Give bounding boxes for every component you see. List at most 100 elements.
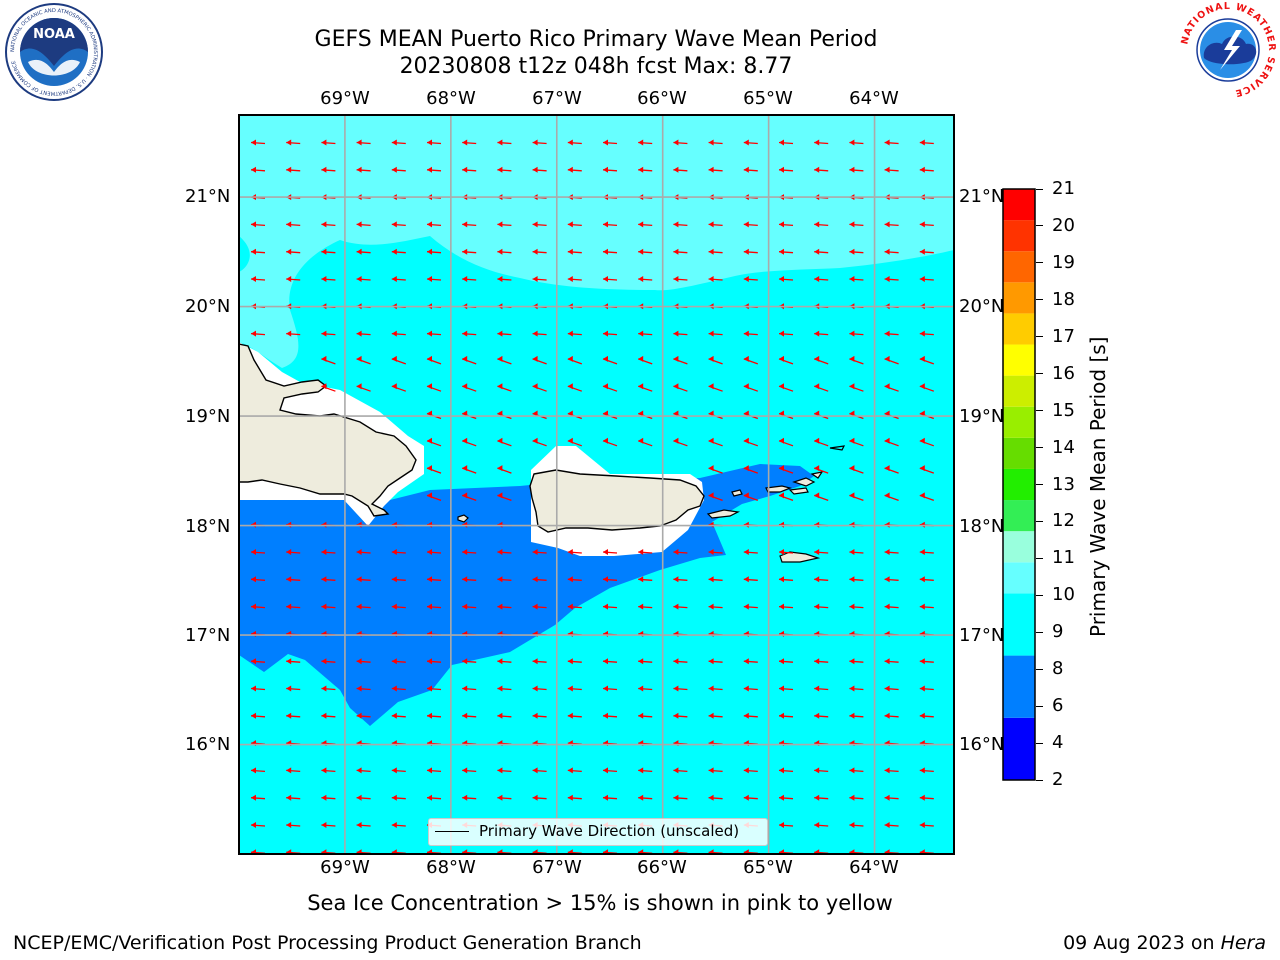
- wave-arrow: [532, 355, 547, 365]
- wave-arrow: [708, 276, 723, 282]
- wave-arrow: [884, 465, 899, 474]
- wave-arrow: [778, 549, 794, 555]
- wave-arrow: [602, 139, 618, 146]
- nws-logo: NATIONAL WEATHER SERVICE: [1178, 0, 1278, 100]
- wave-arrow: [461, 437, 477, 447]
- wave-arrow: [638, 139, 653, 146]
- colorbar-tick-label: 4: [1052, 732, 1064, 754]
- wave-arrow: [814, 139, 829, 146]
- wave-arrow: [708, 658, 723, 665]
- lat-label-right: 16°N: [959, 734, 1005, 755]
- wave-arrow: [778, 221, 794, 228]
- wave-arrow: [602, 794, 618, 801]
- wave-arrow: [708, 465, 723, 474]
- wave-arrow: [461, 355, 477, 365]
- island-anegada: [829, 445, 846, 451]
- wave-arrow: [778, 712, 794, 719]
- wave-arrow: [426, 576, 442, 583]
- wave-arrow: [814, 767, 829, 774]
- wave-arrow: [391, 383, 407, 392]
- wave-arrow: [567, 549, 582, 555]
- wave-arrow: [884, 603, 899, 610]
- wave-arrow: [356, 549, 371, 555]
- wave-arrow: [919, 549, 934, 555]
- wave-arrow: [814, 794, 829, 801]
- wave-arrow: [814, 248, 829, 255]
- colorbar-tick-mark: [1036, 447, 1043, 449]
- wave-arrow: [462, 248, 477, 255]
- noaa-logo-text: NOAA: [33, 27, 75, 42]
- wave-arrow: [919, 355, 935, 365]
- wave-arrow: [497, 492, 512, 502]
- wave-arrow: [884, 276, 899, 282]
- wave-arrow: [638, 603, 653, 610]
- wave-arrow: [567, 276, 582, 282]
- wave-arrow: [462, 576, 477, 583]
- wave-arrow: [602, 166, 618, 173]
- wave-arrow: [462, 221, 477, 228]
- wave-arrow: [250, 658, 266, 665]
- colorbar-tick-mark: [1036, 262, 1043, 264]
- wave-arrow: [919, 712, 934, 719]
- wave-arrow: [814, 276, 829, 282]
- wave-arrow: [391, 712, 406, 719]
- wave-arrow: [884, 139, 899, 146]
- wave-arrow: [673, 658, 688, 665]
- wave-arrow: [321, 549, 336, 555]
- colorbar-tick-mark: [1036, 520, 1043, 522]
- sea-ice-note-text: Sea Ice Concentration > 15% is shown in …: [307, 891, 893, 915]
- wave-arrow: [497, 139, 512, 146]
- wave-arrow: [638, 576, 653, 583]
- wave-arrow: [321, 658, 336, 665]
- lat-label-left: 16°N: [185, 734, 231, 755]
- wave-arrow: [462, 166, 477, 173]
- island-culebra: [731, 489, 743, 497]
- wave-arrow: [778, 576, 794, 583]
- colorbar-tick-label: 17: [1052, 325, 1075, 347]
- wave-arrow: [814, 549, 829, 555]
- wave-arrow: [602, 685, 618, 692]
- wave-arrow: [532, 603, 547, 610]
- lat-label-left: 21°N: [185, 186, 231, 207]
- colorbar-band: [1003, 406, 1035, 438]
- lon-label-top: 69°W: [320, 88, 370, 109]
- wave-arrow: [673, 139, 688, 146]
- colorbar-band: [1003, 313, 1035, 345]
- colorbar-tick-label: 13: [1052, 473, 1075, 495]
- wave-arrow: [849, 465, 864, 474]
- wave-arrow: [919, 465, 935, 474]
- wave-arrow: [391, 822, 406, 828]
- wave-arrow: [743, 712, 758, 719]
- wave-arrow: [884, 221, 899, 228]
- colorbar-tick-mark: [1036, 410, 1043, 412]
- lon-label-bottom: 64°W: [849, 857, 899, 878]
- wave-arrow: [673, 383, 688, 392]
- wave-arrow: [778, 767, 794, 774]
- wave-arrow: [426, 465, 442, 474]
- wave-arrow: [286, 276, 301, 282]
- wave-arrow: [919, 658, 934, 665]
- wave-arrow: [743, 330, 758, 337]
- wave-arrow: [462, 603, 477, 610]
- wave-arrow: [567, 767, 582, 774]
- wave-arrow: [602, 221, 618, 228]
- wave-arrow: [426, 221, 442, 228]
- wave-arrow: [884, 492, 899, 502]
- wave-arrow: [567, 355, 583, 365]
- wave-arrow: [919, 139, 934, 146]
- colorbar-tick-mark: [1036, 373, 1043, 375]
- wave-arrow: [637, 355, 653, 365]
- wave-arrow: [884, 166, 899, 173]
- wave-arrow: [743, 492, 759, 502]
- wave-arrow: [426, 549, 442, 555]
- wave-arrow: [884, 330, 899, 337]
- noaa-logo: NATIONAL OCEANIC AND ATMOSPHERIC ADMINIS…: [4, 2, 104, 102]
- colorbar-tick-label: 14: [1052, 436, 1075, 458]
- lat-label-right: 20°N: [959, 296, 1005, 317]
- wave-arrow: [356, 822, 371, 828]
- wave-arrow: [321, 822, 336, 828]
- wave-arrow: [743, 139, 758, 146]
- wave-arrow: [814, 166, 829, 173]
- wave-arrow: [462, 712, 477, 719]
- wave-arrow: [532, 276, 547, 282]
